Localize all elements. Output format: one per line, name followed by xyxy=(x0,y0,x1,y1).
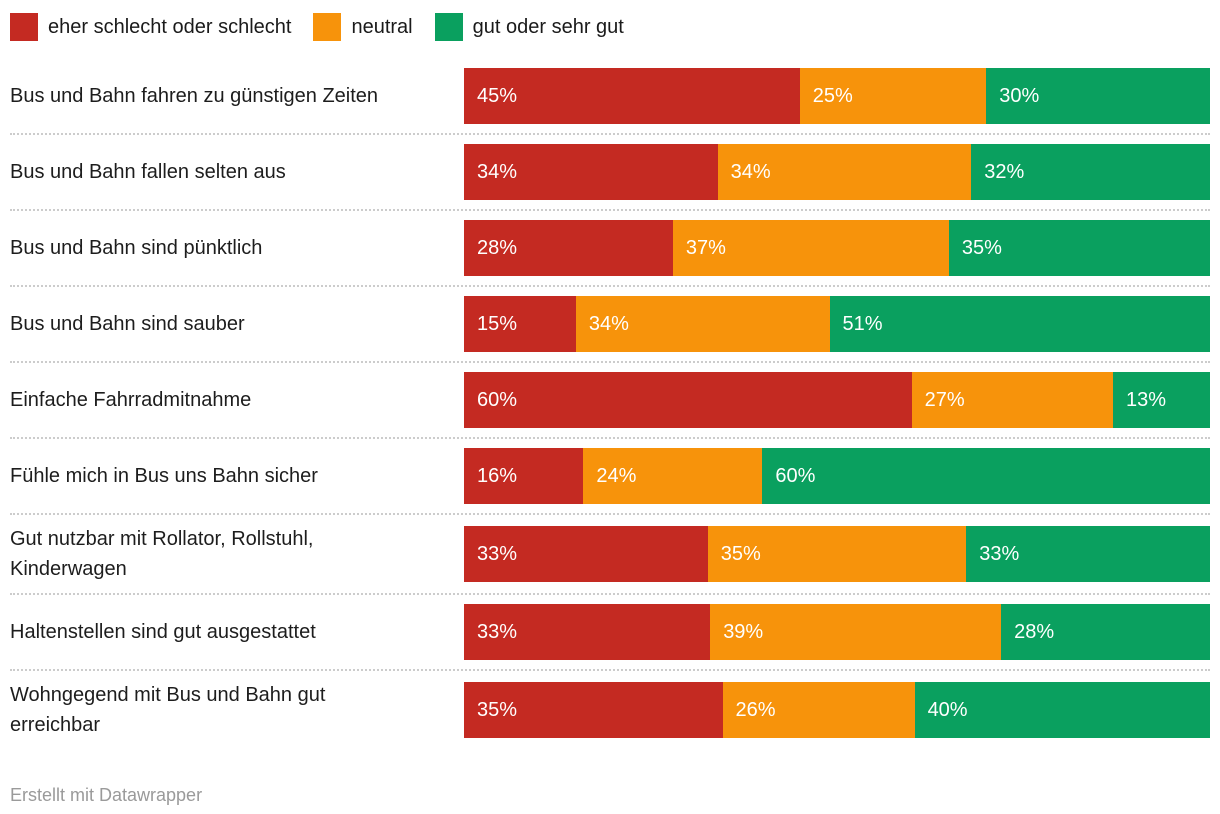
legend-label: eher schlecht oder schlecht xyxy=(48,15,292,38)
legend-color-swatch xyxy=(10,13,38,41)
stacked-bar-chart: eher schlecht oder schlecht neutral gut … xyxy=(0,13,1220,806)
datawrapper-credit: Erstellt mit Datawrapper xyxy=(10,785,203,805)
bar-segment: 28% xyxy=(1001,604,1210,660)
bar-segment: 60% xyxy=(464,372,912,428)
bar-segment: 28% xyxy=(464,220,673,276)
chart-row: Bus und Bahn fallen selten aus 34% 34% 32% xyxy=(10,135,1210,211)
row-bar: 35% 26% 40% xyxy=(464,682,1211,738)
bar-value-label: 35% xyxy=(477,698,518,721)
chart-row: Fühle mich in Bus uns Bahn sicher 16% 24%… xyxy=(10,439,1210,515)
bar-segment: 51% xyxy=(829,296,1210,352)
row-bar: 28% 37% 35% xyxy=(464,220,1210,276)
row-category-label: Einfache Fahrradmitnahme xyxy=(10,389,252,411)
bar-segment: 27% xyxy=(911,372,1114,428)
chart-rows: Bus und Bahn fahren zu günstigen Zeiten … xyxy=(10,59,1211,749)
chart-row: Gut nutzbar mit Rollator, Rollstuhl, Kin… xyxy=(10,515,1211,595)
bar-value-label: 37% xyxy=(685,236,726,259)
bar-value-label: 39% xyxy=(723,620,764,643)
bar-value-label: 34% xyxy=(588,312,629,335)
legend-label: gut oder sehr gut xyxy=(472,15,624,38)
bar-value-label: 13% xyxy=(1126,388,1167,411)
bar-value-label: 30% xyxy=(999,84,1040,107)
bar-segment: 45% xyxy=(464,68,800,124)
bar-segment: 16% xyxy=(464,448,584,504)
row-category-label: Haltenstellen sind gut ausgestattet xyxy=(10,621,316,643)
bar-value-label: 26% xyxy=(735,698,776,721)
bar-segment: 60% xyxy=(762,448,1210,504)
bar-value-label: 15% xyxy=(477,312,518,335)
bar-segment: 26% xyxy=(722,682,915,738)
bar-segment: 24% xyxy=(583,448,763,504)
bar-value-label: 51% xyxy=(842,312,883,335)
bar-value-label: 25% xyxy=(812,84,853,107)
bar-segment: 33% xyxy=(464,526,708,582)
row-category-label: Bus und Bahn sind pünktlich xyxy=(10,237,263,259)
bar-value-label: 40% xyxy=(927,698,968,721)
bar-segment: 33% xyxy=(966,526,1211,582)
chart-row: Bus und Bahn fahren zu günstigen Zeiten … xyxy=(10,59,1210,135)
bar-segment: 35% xyxy=(707,526,967,582)
row-category-label: Bus und Bahn fallen selten aus xyxy=(10,161,286,183)
bar-value-label: 27% xyxy=(924,388,965,411)
row-bar: 15% 34% 51% xyxy=(464,296,1210,352)
bar-value-label: 33% xyxy=(477,620,518,643)
legend-item: neutral xyxy=(313,13,413,41)
bar-segment: 13% xyxy=(1113,372,1210,428)
bar-segment: 37% xyxy=(672,220,949,276)
bar-value-label: 34% xyxy=(477,160,518,183)
bar-value-label: 32% xyxy=(984,160,1025,183)
row-category-label: Fühle mich in Bus uns Bahn sicher xyxy=(10,465,318,487)
bar-segment: 30% xyxy=(986,68,1210,124)
bar-segment: 15% xyxy=(464,296,576,352)
chart-row: Wohngegend mit Bus und Bahn gut erreichb… xyxy=(10,671,1211,749)
legend-color-swatch xyxy=(313,13,342,41)
bar-value-label: 34% xyxy=(730,160,771,183)
chart-row: Einfache Fahrradmitnahme 60% 27% 13% xyxy=(10,363,1210,439)
bar-segment: 33% xyxy=(464,604,711,660)
bar-value-label: 35% xyxy=(961,236,1002,259)
bar-segment: 35% xyxy=(464,682,723,738)
row-category-label: Bus und Bahn sind sauber xyxy=(10,313,245,335)
bar-value-label: 33% xyxy=(979,542,1020,565)
bar-value-label: 28% xyxy=(477,236,518,259)
chart-row: Bus und Bahn sind pünktlich 28% 37% 35% xyxy=(10,211,1210,287)
row-category-label: Bus und Bahn fahren zu günstigen Zeiten xyxy=(10,85,379,107)
bar-segment: 34% xyxy=(717,144,972,200)
bar-value-label: 24% xyxy=(596,464,637,487)
bar-value-label: 16% xyxy=(477,464,518,487)
bar-segment: 35% xyxy=(948,220,1210,276)
bar-value-label: 33% xyxy=(477,542,518,565)
legend-color-swatch xyxy=(434,13,463,41)
legend-item: eher schlecht oder schlecht xyxy=(10,13,291,41)
legend-item: gut oder sehr gut xyxy=(434,13,624,41)
bar-segment: 34% xyxy=(464,144,718,200)
row-bar: 45% 25% 30% xyxy=(464,68,1210,124)
bar-value-label: 45% xyxy=(477,84,518,107)
bar-segment: 34% xyxy=(575,296,830,352)
chart-row: Bus und Bahn sind sauber 15% 34% 51% xyxy=(10,287,1210,363)
chart-legend: eher schlecht oder schlecht neutral gut … xyxy=(10,13,1210,41)
bar-value-label: 60% xyxy=(775,464,816,487)
bar-value-label: 35% xyxy=(720,542,761,565)
bar-segment: 25% xyxy=(799,68,987,124)
row-bar: 34% 34% 32% xyxy=(464,144,1210,200)
chart-row: Haltenstellen sind gut ausgestattet 33% 3… xyxy=(10,595,1210,671)
bar-value-label: 28% xyxy=(1014,620,1055,643)
legend-label: neutral xyxy=(351,15,413,38)
row-category-label: Wohngegend mit Bus und Bahn gut erreichb… xyxy=(10,684,326,736)
bar-segment: 39% xyxy=(710,604,1002,660)
bar-segment: 40% xyxy=(914,682,1211,738)
row-bar: 60% 27% 13% xyxy=(464,372,1210,428)
row-bar: 16% 24% 60% xyxy=(464,448,1210,504)
bar-segment: 32% xyxy=(971,144,1210,200)
row-category-label: Gut nutzbar mit Rollator, Rollstuhl, Kin… xyxy=(10,528,314,580)
bar-value-label: 60% xyxy=(477,388,518,411)
row-bar: 33% 35% 33% xyxy=(464,526,1211,582)
row-bar: 33% 39% 28% xyxy=(464,604,1210,660)
